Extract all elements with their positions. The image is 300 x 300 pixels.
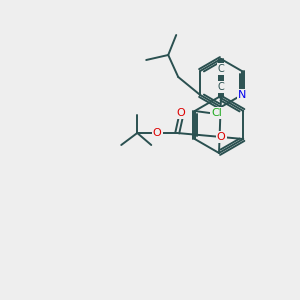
Text: O: O	[153, 128, 162, 138]
Text: O: O	[217, 132, 226, 142]
Text: Cl: Cl	[211, 108, 222, 118]
Text: O: O	[177, 108, 186, 118]
Text: N: N	[238, 90, 246, 100]
Text: C: C	[218, 82, 224, 92]
Text: C: C	[218, 64, 224, 74]
